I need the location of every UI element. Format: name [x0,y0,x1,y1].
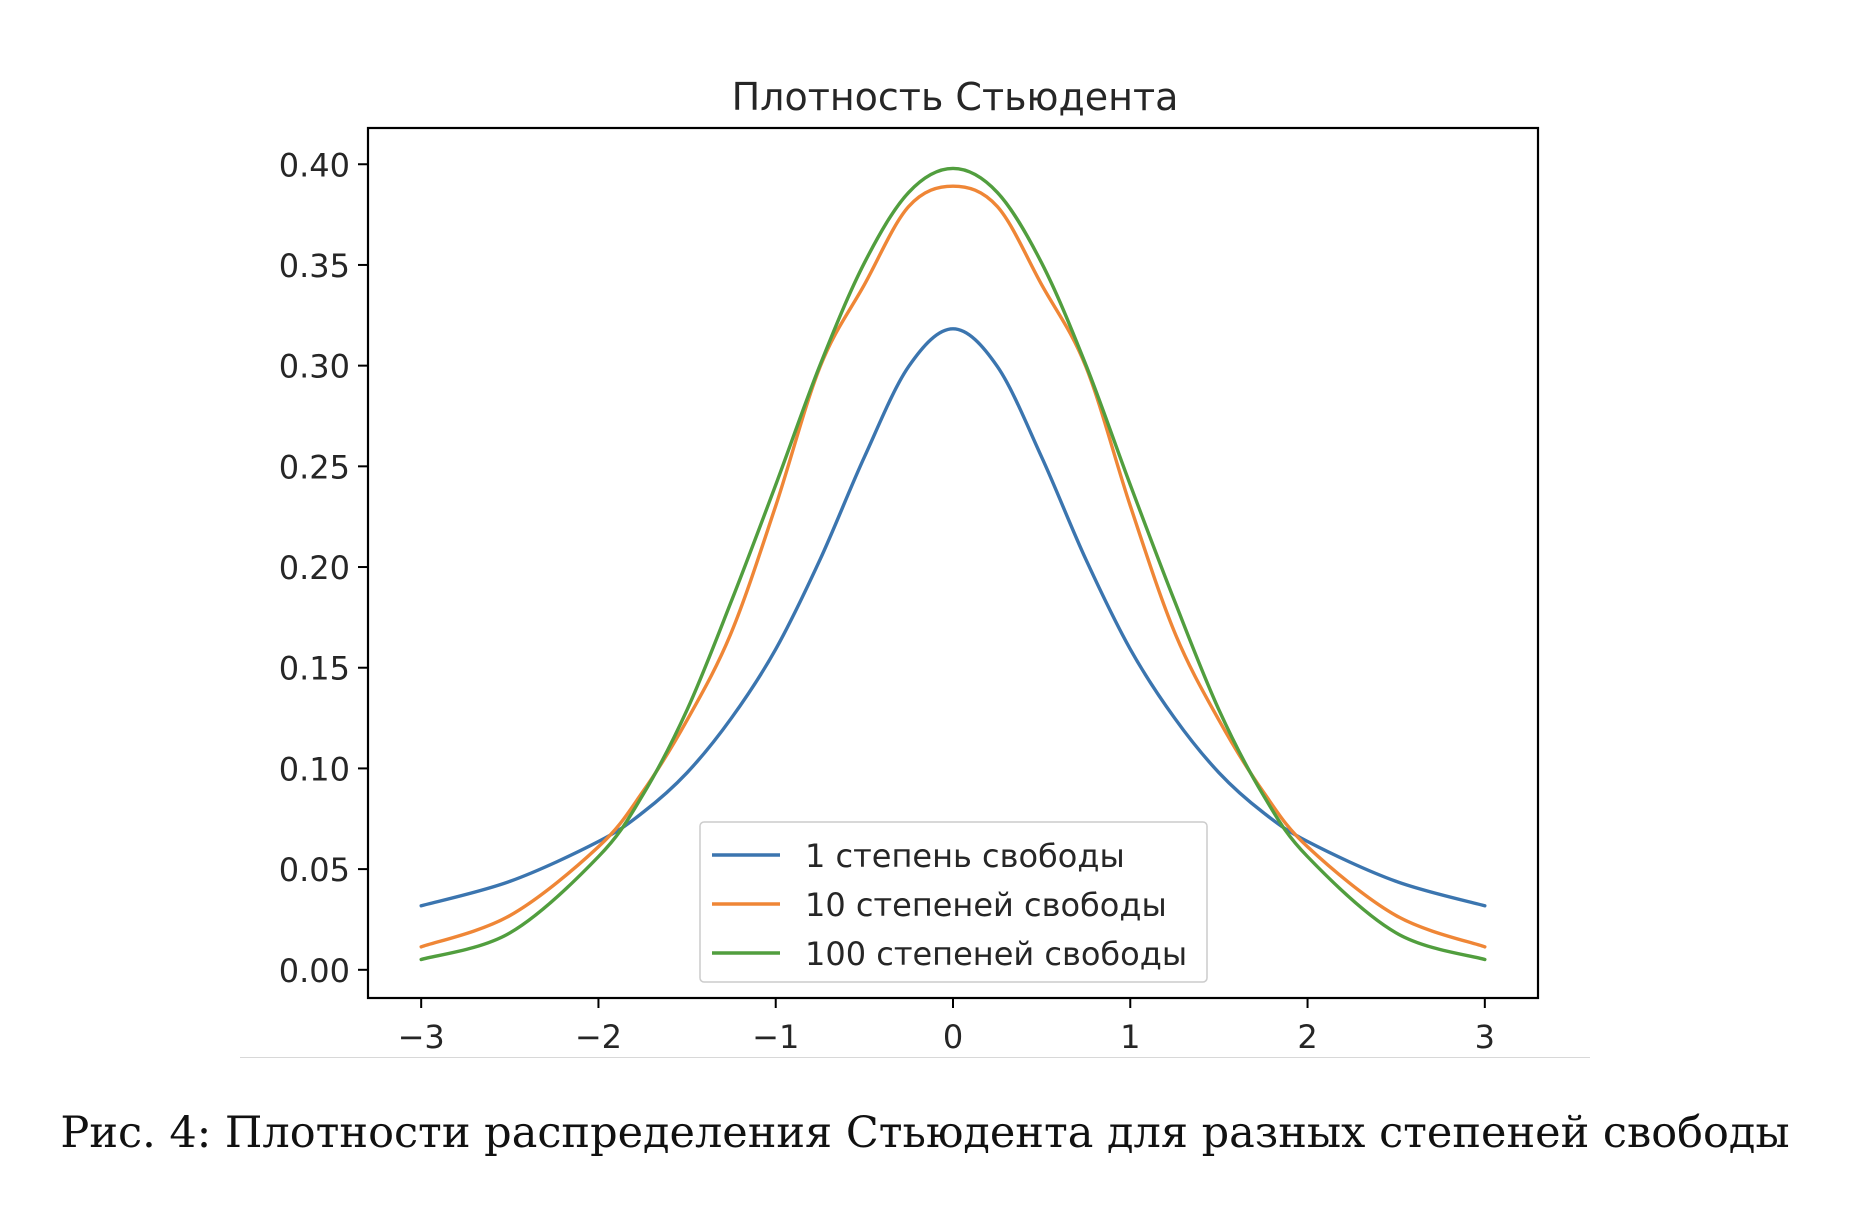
series-line-3 [419,166,1487,962]
legend-box [699,821,1208,983]
y-tick-label: 0.10 [279,750,350,788]
series-lines [419,166,1487,962]
x-tick-label: 3 [1475,1018,1495,1056]
y-tick-label: 0.25 [279,448,350,486]
x-tick-label: −2 [575,1018,622,1056]
x-tick-label: 2 [1297,1018,1317,1056]
y-tick-label: 0.35 [279,247,350,285]
x-tick-label: −1 [752,1018,799,1056]
x-tick-label: 0 [943,1018,963,1056]
figure-separator [240,1057,1590,1058]
legend-label-2: 10 степеней свободы [805,886,1167,924]
legend: 1 степень свободы 10 степеней свободы 100 … [699,821,1208,983]
x-tick-label: 1 [1120,1018,1140,1056]
y-tick-label: 0.30 [279,348,350,386]
figure-caption: Рис. 4: Плотности распределения Стьюдент… [60,1108,1790,1158]
chart-title: Плотность Стьюдента [732,75,1179,119]
legend-label-3: 100 степеней свободы [805,935,1187,973]
y-tick-label: 0.15 [279,650,350,688]
y-tick-label: 0.40 [279,146,350,184]
y-axis: 0.00 0.05 0.10 0.15 0.20 0.25 0.30 0.35 0.40 [279,146,368,990]
y-tick-label: 0.20 [279,549,350,587]
series-line-1 [419,327,1487,908]
legend-label-1: 1 степень свободы [805,837,1125,875]
y-tick-label: 0.05 [279,851,350,889]
x-tick-label: −3 [398,1018,445,1056]
y-tick-label: 0.00 [279,952,350,990]
x-axis: −3 −2 −1 0 1 2 3 [398,998,1495,1056]
